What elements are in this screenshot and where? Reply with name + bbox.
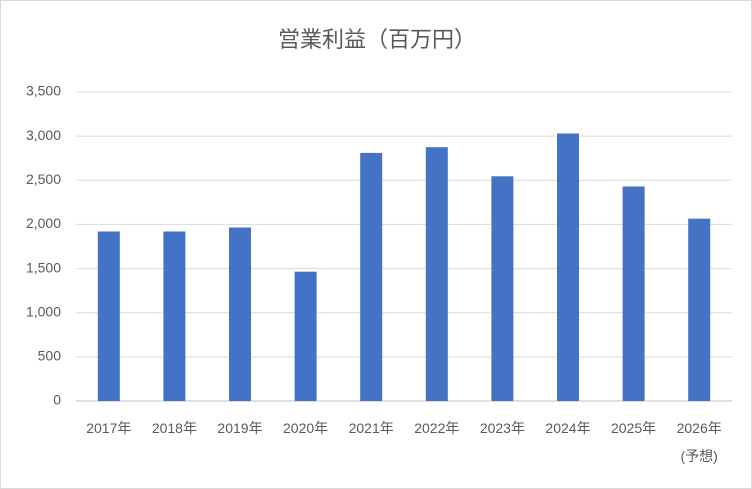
x-tick-label: 2018年	[151, 420, 197, 436]
x-tick-label: 2025年	[611, 420, 657, 436]
x-tick-label: 2024年	[545, 420, 591, 436]
bar	[97, 231, 120, 401]
y-tick-label: 500	[38, 348, 62, 364]
bar	[360, 152, 383, 401]
bar	[557, 133, 579, 401]
chart-title: 営業利益（百万円）	[278, 27, 476, 52]
x-tick-label: 2022年	[414, 420, 460, 436]
bar	[425, 147, 448, 401]
bar	[163, 231, 186, 401]
bar	[491, 176, 514, 401]
bar	[294, 271, 317, 401]
x-tick-label: 2023年	[479, 420, 525, 436]
y-tick-label: 3,500	[26, 83, 61, 99]
bar	[688, 218, 711, 401]
x-tick-label: 2020年	[283, 420, 329, 436]
x-tick-label: 2019年	[217, 420, 263, 436]
bar	[622, 186, 645, 401]
x-tick-label: 2017年	[86, 420, 132, 436]
y-tick-label: 2,000	[26, 215, 61, 231]
y-tick-label: 3,000	[26, 127, 61, 143]
y-tick-label: 2,500	[26, 171, 61, 187]
x-tick-label: 2021年	[348, 420, 394, 436]
y-tick-label: 1,500	[26, 259, 61, 275]
y-tick-label: 0	[53, 392, 61, 408]
x-tick-label: 2026年(予想)	[676, 420, 722, 464]
y-tick-label: 1,000	[26, 303, 61, 319]
bar	[229, 227, 251, 401]
